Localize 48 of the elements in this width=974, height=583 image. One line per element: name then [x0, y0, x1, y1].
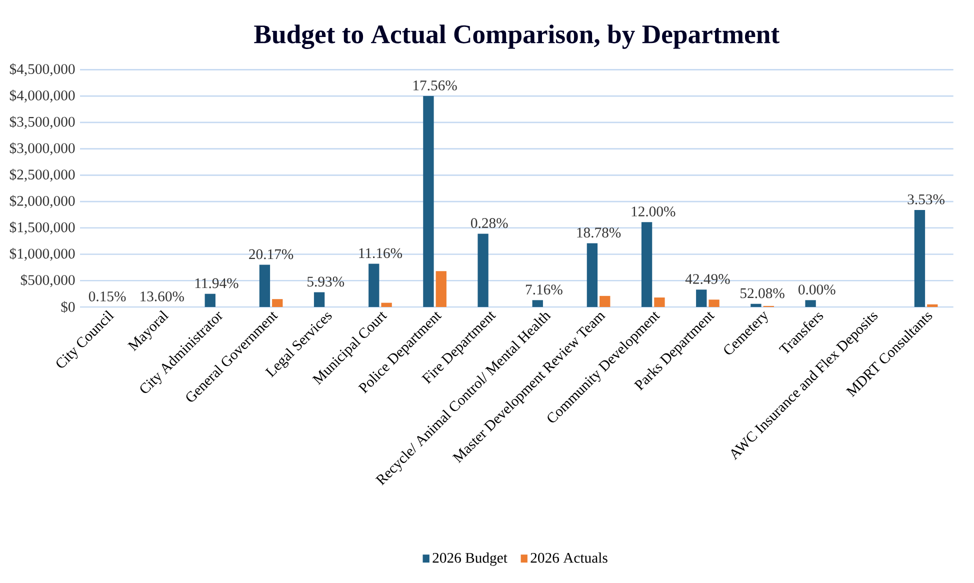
y-tick-label: $1,000,000	[10, 248, 75, 261]
bar	[272, 299, 283, 308]
bar	[423, 96, 434, 308]
annotation: 52.08%	[740, 288, 784, 298]
bar	[696, 290, 707, 308]
annotation: 18.78%	[577, 228, 621, 238]
bar	[436, 271, 446, 308]
bar	[914, 210, 926, 308]
bar	[805, 300, 816, 308]
bar	[654, 298, 665, 308]
bar	[708, 300, 720, 308]
annotation: 3.53%	[908, 194, 944, 204]
bar	[927, 304, 938, 308]
annotation: 20.17%	[249, 249, 294, 260]
y-tick-label: $2,000,000	[10, 195, 75, 208]
annotation: 11.16%	[359, 248, 402, 258]
chart-title: Budget to Actual Comparison, by Department	[254, 24, 780, 49]
bar	[641, 222, 652, 308]
y-tick-label: $4,500,000	[10, 63, 75, 76]
annotation: 12.00%	[632, 206, 676, 216]
legend-label: 2026 Actuals	[530, 552, 608, 563]
bar	[478, 234, 488, 308]
y-tick-label: $2,500,000	[10, 168, 75, 182]
y-tick-label: $500,000	[20, 274, 75, 288]
y-tick-label: $4,000,000	[10, 90, 75, 102]
annotation: 7.16%	[526, 284, 562, 295]
bar	[381, 302, 392, 308]
annotation: 0.15%	[88, 291, 126, 302]
y-tick-label: $3,000,000	[10, 142, 75, 156]
annotation: 17.56%	[413, 80, 457, 90]
y-tick-label: $3,500,000	[10, 116, 75, 129]
bar	[586, 243, 598, 308]
bar	[600, 296, 610, 308]
y-tick-label: $1,500,000	[10, 221, 75, 234]
bar	[532, 300, 543, 308]
bar	[368, 264, 380, 308]
bar	[259, 264, 270, 308]
legend-label: 2026 Budget	[432, 552, 508, 566]
bar	[204, 294, 216, 308]
annotation: 0.00%	[798, 284, 836, 295]
annotation: 11.94%	[195, 278, 238, 288]
annotation: 5.93%	[308, 276, 344, 287]
annotation: 13.60%	[140, 291, 184, 302]
annotation: 0.28%	[471, 218, 508, 228]
bar	[750, 304, 762, 308]
annotation: 42.49%	[685, 274, 730, 284]
bar	[314, 292, 325, 308]
y-tick-label: $0	[61, 301, 75, 313]
